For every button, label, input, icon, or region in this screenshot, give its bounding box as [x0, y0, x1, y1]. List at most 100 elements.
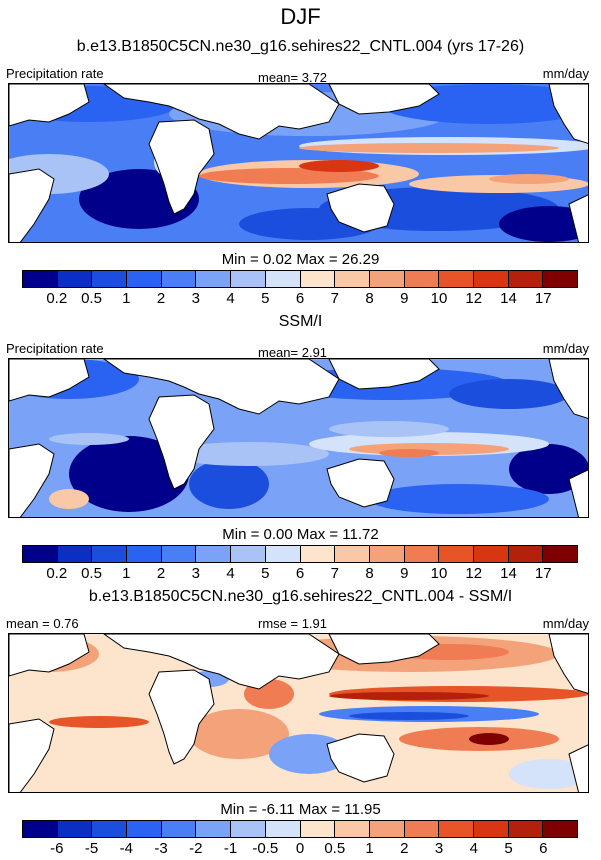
- panel2-units-label: mm/day: [542, 341, 589, 356]
- colorbar-segment: [23, 271, 58, 287]
- colorbar-tick-label: 10: [430, 565, 448, 582]
- panel1-variable-label: Precipitation rate: [6, 66, 104, 81]
- colorbar-segment: [127, 546, 162, 562]
- colorbar-segment: [231, 821, 266, 837]
- colorbar-tick-label: -0.5: [252, 840, 279, 857]
- colorbar-tick-label: 2: [400, 840, 409, 857]
- colorbar-segment: [23, 821, 58, 837]
- colorbar-tick-label: 4: [469, 840, 478, 857]
- colorbar-segment: [231, 546, 266, 562]
- colorbar-tick-label: 12: [465, 565, 483, 582]
- colorbar-tick-label: 0: [295, 840, 305, 857]
- colorbar-segment: [473, 271, 509, 287]
- colorbar-tick-label: 1: [122, 565, 131, 582]
- panel1-minmax: Min = 0.02 Max = 26.29: [221, 251, 380, 268]
- colorbar-tick-label: 5: [504, 840, 513, 857]
- colorbar-segment: [508, 546, 544, 562]
- colorbar-segment: [369, 546, 405, 562]
- colorbar-tick-label: 9: [400, 290, 409, 307]
- colorbar-tick-label: 0.5: [81, 290, 102, 307]
- colorbar-tick-label: 0.2: [46, 290, 68, 307]
- colorbar-tick-label: 3: [191, 290, 200, 307]
- colorbar-segment: [92, 821, 128, 837]
- colorbar-tick-label: 3: [191, 565, 200, 582]
- colorbar-segment: [473, 821, 509, 837]
- panel2-title: SSM/I: [278, 313, 323, 330]
- colorbar-tick-label: 4: [226, 565, 235, 582]
- panel1-title: b.e13.B1850C5CN.ne30_g16.sehires22_CNTL.…: [76, 38, 525, 55]
- colorbar-tick-label: 8: [365, 290, 374, 307]
- panel3-map: [8, 633, 589, 793]
- colorbar-tick-label: 5: [261, 290, 270, 307]
- colorbar-segment: [543, 821, 577, 837]
- colorbar-tick-label: 9: [400, 565, 409, 582]
- colorbar-tick-label: 10: [430, 290, 448, 307]
- colorbar-tick-label: 7: [330, 290, 339, 307]
- colorbar-segment: [404, 271, 440, 287]
- colorbar-segment: [369, 821, 405, 837]
- colorbar-tick-label: -3: [154, 840, 168, 857]
- panel2-minmax: Min = 0.00 Max = 11.72: [222, 526, 379, 543]
- colorbar-segment: [439, 271, 474, 287]
- panel2-continents: [9, 359, 588, 517]
- colorbar-segment: [369, 271, 405, 287]
- colorbar-tick-label: 1: [122, 290, 131, 307]
- panel1-colorbar: [22, 270, 578, 288]
- colorbar-segment: [127, 271, 162, 287]
- season-title: DJF: [280, 4, 321, 29]
- colorbar-tick-label: 0.5: [81, 565, 102, 582]
- panel3-rmse-label: rmse = 1.91: [258, 616, 328, 631]
- panel2-map: [8, 358, 589, 518]
- panel3-colorbar-ticks: -6 -5 -4 -3 -2 -1 -0.5 0 0.5 1 2 3 4 5 6: [22, 840, 578, 860]
- colorbar-segment: [196, 821, 232, 837]
- colorbar-segment: [127, 821, 162, 837]
- colorbar-tick-label: 3: [434, 840, 444, 857]
- colorbar-tick-label: 8: [365, 565, 374, 582]
- panel2-colorbar-ticks: 0.2 0.5 1 2 3 4 5 6 7 8 9 10 12 14 17: [22, 565, 578, 585]
- colorbar-tick-label: 2: [156, 565, 166, 582]
- colorbar-segment: [265, 271, 301, 287]
- colorbar-segment: [196, 546, 232, 562]
- colorbar-tick-label: 14: [500, 565, 517, 582]
- colorbar-segment: [473, 546, 509, 562]
- panel3-minmax: Min = -6.11 Max = 11.95: [220, 801, 381, 818]
- colorbar-segment: [231, 271, 266, 287]
- panel1-units-label: mm/day: [542, 66, 589, 81]
- colorbar-segment: [265, 821, 301, 837]
- colorbar-tick-label: 5: [261, 565, 270, 582]
- colorbar-tick-label: 2: [156, 290, 166, 307]
- colorbar-segment: [57, 271, 93, 287]
- colorbar-segment: [300, 546, 336, 562]
- colorbar-segment: [161, 546, 197, 562]
- colorbar-tick-label: -4: [119, 840, 133, 857]
- colorbar-segment: [335, 271, 370, 287]
- panel3-title: b.e13.B1850C5CN.ne30_g16.sehires22_CNTL.…: [88, 588, 513, 605]
- colorbar-tick-label: 6: [539, 840, 548, 857]
- colorbar-segment: [92, 271, 128, 287]
- panel2-mean-label: mean= 2.91: [258, 345, 328, 360]
- colorbar-tick-label: -2: [189, 840, 203, 857]
- colorbar-tick-label: 17: [534, 565, 552, 582]
- panel1-colorbar-ticks: 0.2 0.5 1 2 3 4 5 6 7 8 9 10 12 14 17: [22, 290, 578, 310]
- colorbar-segment: [404, 546, 440, 562]
- colorbar-tick-label: 6: [295, 565, 305, 582]
- panel3-mean-label: mean = 0.76: [6, 616, 79, 631]
- colorbar-segment: [161, 821, 197, 837]
- colorbar-segment: [161, 271, 197, 287]
- panel3-continents: [9, 634, 588, 792]
- panel3-units-label: mm/day: [542, 616, 589, 631]
- colorbar-tick-label: 6: [295, 290, 305, 307]
- colorbar-tick-label: -1: [223, 840, 238, 857]
- colorbar-segment: [508, 271, 544, 287]
- panel1-continents: [9, 84, 588, 242]
- colorbar-tick-label: -6: [50, 840, 64, 857]
- colorbar-tick-label: 4: [226, 290, 235, 307]
- colorbar-segment: [543, 271, 577, 287]
- panel2-variable-label: Precipitation rate: [6, 341, 104, 356]
- colorbar-segment: [57, 546, 93, 562]
- colorbar-segment: [335, 546, 370, 562]
- panel3-colorbar: [22, 820, 578, 838]
- panel1-map: [8, 83, 589, 243]
- colorbar-segment: [404, 821, 440, 837]
- colorbar-segment: [265, 546, 301, 562]
